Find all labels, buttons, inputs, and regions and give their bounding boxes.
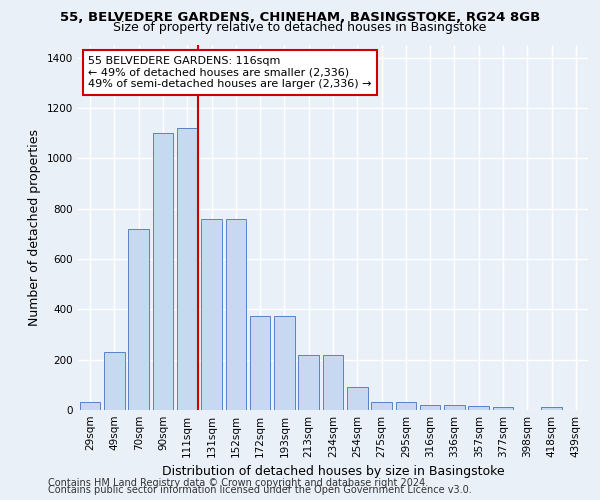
Bar	[128, 229, 149, 410]
Bar	[80, 402, 100, 410]
Bar	[371, 402, 392, 410]
X-axis label: Distribution of detached houses by size in Basingstoke: Distribution of detached houses by size …	[161, 466, 505, 478]
Bar	[541, 408, 562, 410]
Bar	[274, 316, 295, 410]
Bar	[493, 408, 514, 410]
Bar	[201, 218, 222, 410]
Bar	[444, 405, 465, 410]
Bar	[469, 406, 489, 410]
Bar	[323, 354, 343, 410]
Bar	[152, 133, 173, 410]
Text: 55, BELVEDERE GARDENS, CHINEHAM, BASINGSTOKE, RG24 8GB: 55, BELVEDERE GARDENS, CHINEHAM, BASINGS…	[60, 11, 540, 24]
Bar	[420, 405, 440, 410]
Text: Contains public sector information licensed under the Open Government Licence v3: Contains public sector information licen…	[48, 485, 472, 495]
Bar	[104, 352, 125, 410]
Text: Contains HM Land Registry data © Crown copyright and database right 2024.: Contains HM Land Registry data © Crown c…	[48, 478, 428, 488]
Bar	[347, 388, 368, 410]
Text: Size of property relative to detached houses in Basingstoke: Size of property relative to detached ho…	[113, 21, 487, 34]
Bar	[395, 402, 416, 410]
Bar	[177, 128, 197, 410]
Bar	[250, 316, 271, 410]
Y-axis label: Number of detached properties: Number of detached properties	[28, 129, 41, 326]
Text: 55 BELVEDERE GARDENS: 116sqm
← 49% of detached houses are smaller (2,336)
49% of: 55 BELVEDERE GARDENS: 116sqm ← 49% of de…	[88, 56, 372, 89]
Bar	[298, 354, 319, 410]
Bar	[226, 218, 246, 410]
